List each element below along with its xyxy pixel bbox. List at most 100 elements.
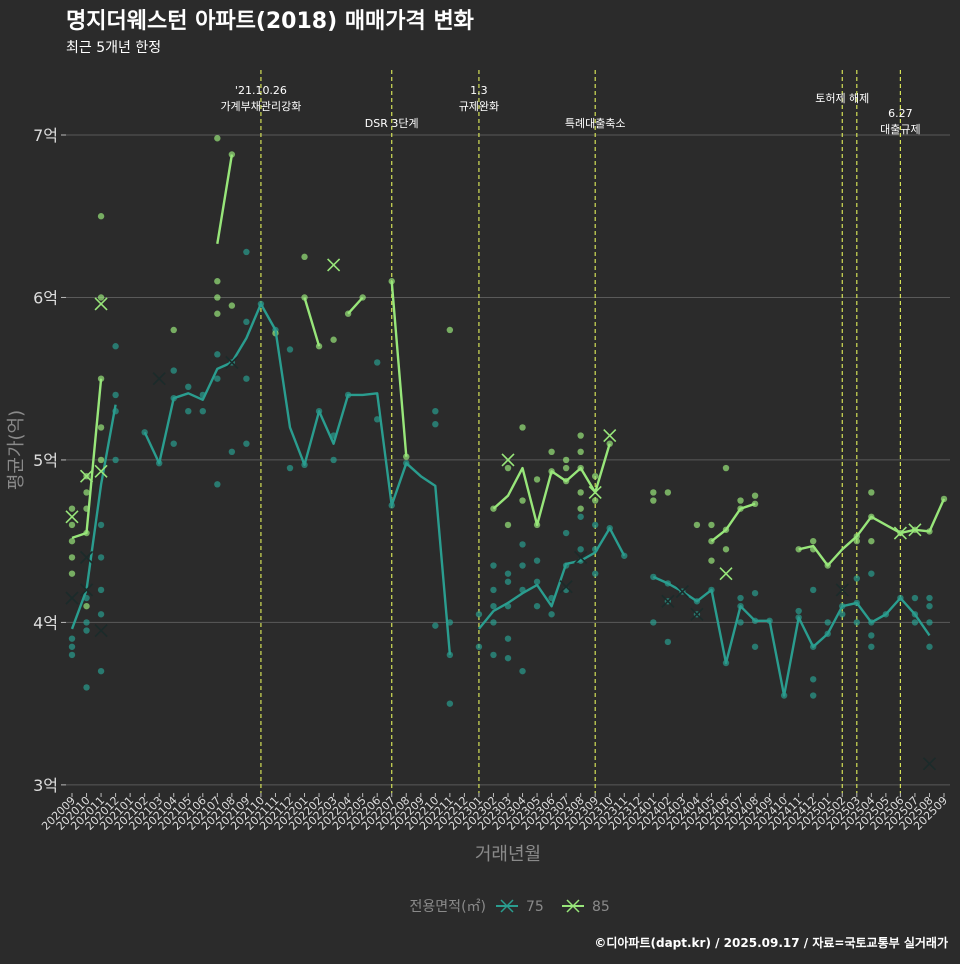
trade-point-85 [97, 375, 105, 382]
x-axis-title: 거래년월 [475, 844, 541, 865]
y-tick-label: 6억 [33, 288, 58, 307]
cross-marker-75 [835, 583, 849, 597]
trade-point-85 [810, 537, 817, 545]
trade-point-75 [839, 611, 846, 618]
trade-point-85 [650, 489, 657, 496]
trade-point-85 [504, 521, 512, 529]
legend-title: 전용면적(㎡) [410, 899, 486, 915]
trade-point-75 [83, 684, 90, 691]
trade-point-75 [504, 635, 512, 642]
trade-point-75 [243, 375, 250, 382]
trade-point-85 [533, 476, 541, 483]
trade-point-85 [577, 505, 584, 512]
cross-marker-75 [690, 607, 704, 621]
trade-point-85 [868, 537, 875, 545]
legend-label-85: 85 [592, 899, 610, 915]
y-axis-title: 평균가(억) [6, 410, 27, 490]
cross-marker-75 [559, 580, 573, 594]
cross-marker-85 [79, 469, 94, 483]
trade-point-85 [330, 336, 337, 343]
cross-marker-75 [79, 550, 94, 564]
trade-point-75 [68, 651, 76, 659]
trade-point-75 [533, 602, 541, 610]
trade-point-75 [795, 607, 802, 615]
trade-point-75 [519, 562, 526, 569]
chart-title: 명지더웨스턴 아파트(2018) 매매가격 변화 [66, 9, 474, 34]
trade-point-75 [868, 570, 875, 577]
trade-point-75 [548, 611, 555, 618]
cross-marker-75 [152, 372, 166, 386]
trade-point-75 [432, 420, 439, 428]
trade-point-75 [853, 619, 860, 626]
trade-point-75 [490, 602, 497, 610]
trade-point-75 [751, 589, 759, 597]
trade-point-75 [214, 481, 221, 488]
policy-annotation-label: 규제완화 [459, 100, 499, 113]
trade-point-85 [519, 497, 526, 504]
trade-point-75 [577, 546, 584, 553]
trade-point-75 [533, 557, 541, 564]
trade-point-75 [83, 627, 90, 634]
trade-point-85 [97, 213, 105, 220]
trade-point-75 [214, 351, 221, 358]
trade-point-75 [475, 611, 483, 618]
trade-point-85 [446, 326, 454, 334]
trade-point-75 [926, 594, 933, 602]
trade-point-75 [185, 407, 192, 415]
trade-point-75 [490, 651, 497, 659]
trade-point-75 [97, 586, 105, 594]
trade-point-85 [504, 464, 512, 472]
cross-marker-75 [574, 550, 588, 564]
trade-point-85 [68, 505, 76, 512]
trade-point-85 [68, 521, 76, 529]
trade-point-85 [519, 424, 526, 431]
cross-marker-85 [588, 485, 602, 499]
trade-point-75 [432, 622, 439, 629]
cross-marker-75 [661, 594, 675, 608]
cross-marker-85 [94, 464, 108, 478]
cross-marker-75 [79, 583, 94, 597]
trade-point-75 [286, 346, 294, 353]
trade-point-75 [737, 619, 744, 626]
trade-point-75 [475, 643, 483, 650]
cross-marker-85 [94, 297, 108, 311]
trade-point-75 [228, 448, 236, 456]
trade-point-75 [737, 594, 744, 602]
policy-annotation-label: 가계부채관리강화 [220, 100, 301, 113]
trade-point-85 [83, 602, 90, 610]
trade-point-75 [112, 456, 119, 464]
trade-point-75 [199, 407, 206, 415]
trade-point-75 [97, 611, 105, 618]
cross-marker-85 [893, 526, 907, 540]
trade-point-75 [68, 635, 76, 642]
trade-point-75 [810, 586, 817, 594]
legend-swatch-cross-85 [566, 899, 580, 913]
policy-annotation-label: 특례대출축소 [565, 117, 626, 130]
trade-point-85 [708, 557, 715, 564]
trade-point-75 [824, 619, 831, 626]
trade-point-85 [868, 489, 875, 496]
cross-marker-75 [94, 623, 108, 638]
legend-label-75: 75 [526, 899, 544, 915]
trade-point-75 [577, 513, 584, 520]
trade-point-75 [504, 570, 512, 577]
trade-point-75 [330, 456, 337, 464]
trade-point-75 [446, 700, 454, 707]
trade-point-75 [432, 407, 439, 415]
y-tick-label: 5억 [33, 451, 58, 470]
trade-point-75 [592, 521, 599, 529]
trade-point-85 [68, 554, 76, 561]
trade-point-75 [170, 367, 177, 374]
trade-point-85 [722, 464, 730, 472]
cross-marker-75 [225, 355, 239, 370]
trade-point-75 [243, 440, 250, 447]
policy-annotation-label: DSR 3단계 [365, 117, 419, 130]
trade-point-85 [97, 294, 105, 301]
trade-point-85 [97, 456, 105, 464]
trade-point-85 [214, 310, 221, 317]
trade-point-85 [795, 546, 802, 553]
trade-point-75 [68, 643, 76, 650]
